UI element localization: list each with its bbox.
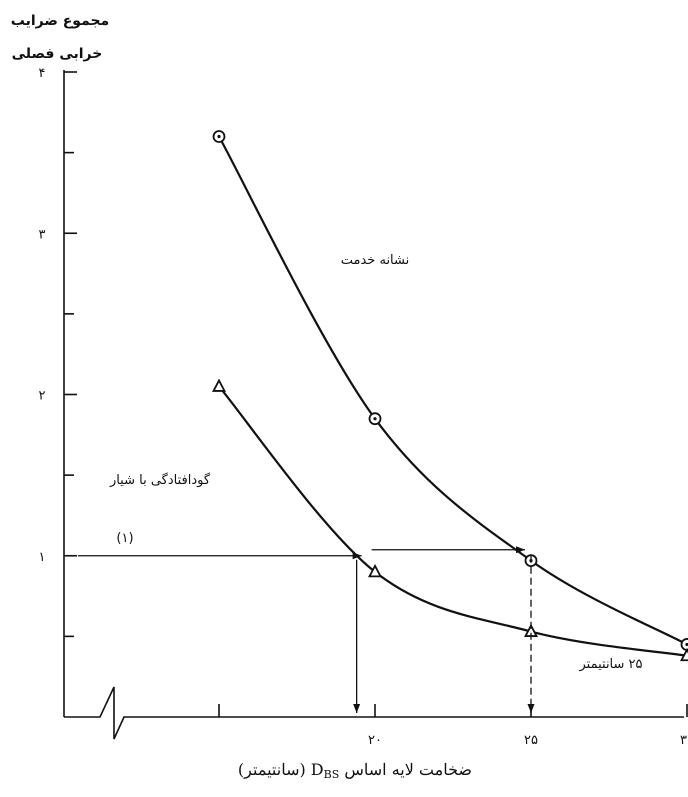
data-point-triangle [212,378,226,392]
ticks: ۱ ۲ ۳ ۴ ۲۰ ۲۵ ۳۰ [39,66,688,748]
data-point-dot [685,642,688,647]
data-point-dot [373,417,377,421]
data-point-triangle [680,647,688,662]
series-label-rut: گودافتادگی با شیار [109,472,211,488]
x-axis-label-sub: BS [324,768,340,781]
y-tick-label: ۱ [39,550,46,565]
x-tick-label: ۲۵ [524,733,538,748]
y-tick-label: ۴ [39,66,46,81]
x-axis-label: (سانتیمتر) DBS ضخامت لایه اساس [238,760,472,781]
series-line-rut [218,385,688,657]
y-tick-label: ۲ [39,389,46,404]
x-axis-line-with-break [64,686,684,740]
x-tick-label: ۲۰ [368,733,382,748]
thickness-label: ۲۵ سانتیمتر [578,657,642,672]
axes [63,70,684,740]
guide-lines [78,546,535,713]
series-line-psi [218,135,688,646]
x-axis-label-suffix: ضخامت لایه اساس [339,760,472,779]
y-axis-label-line1: مجموع ضرایب [11,13,109,29]
y-tick-label: ۳ [39,227,46,242]
x-tick-label: ۳۰ [680,733,688,748]
series-label-psi: نشانه خدمت [341,253,410,268]
step-label: (۱) [116,531,133,546]
data-point-triangle [368,563,382,578]
series-layer [212,130,688,662]
labels-layer: مجموع ضرایب خرابی فصلی نشانه خدمت گودافت… [11,13,643,781]
y-axis-label-line2: خرابی فصلی [12,46,103,62]
data-point-dot [217,134,221,139]
